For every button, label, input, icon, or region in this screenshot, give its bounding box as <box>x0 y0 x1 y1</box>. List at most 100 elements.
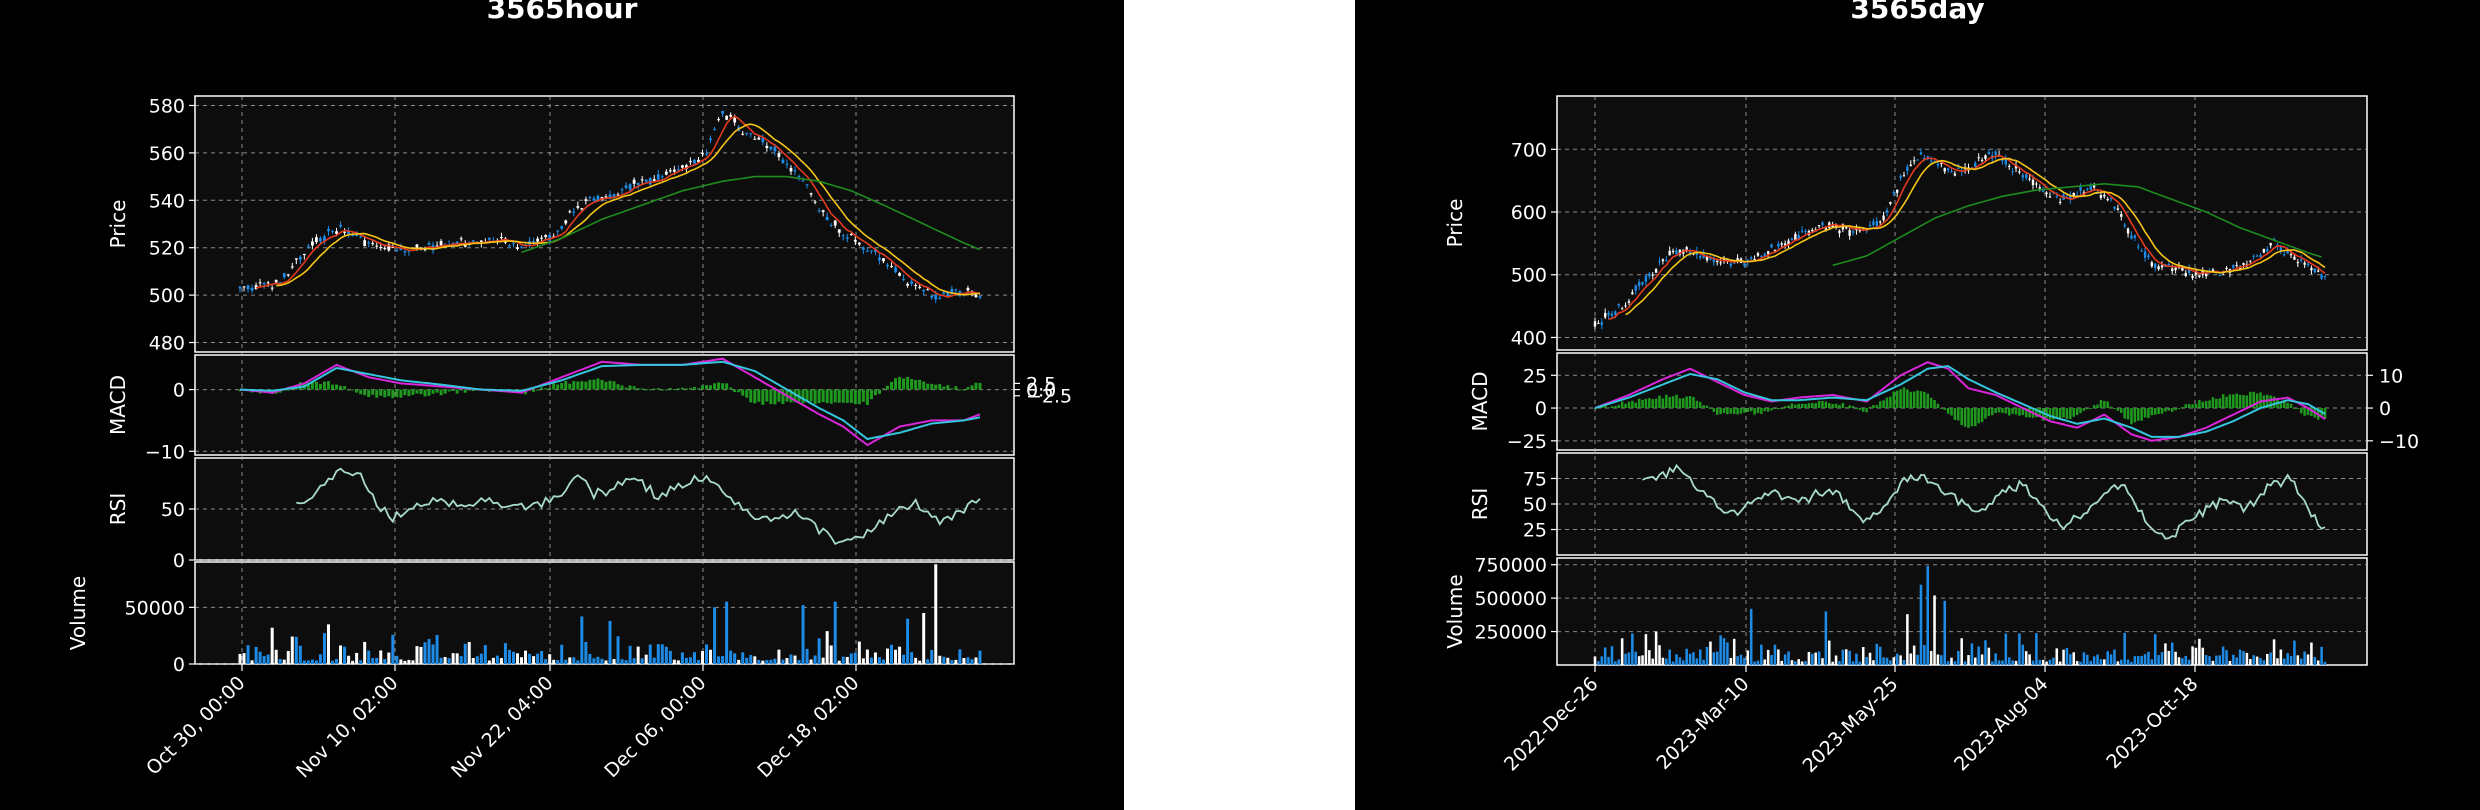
macd-hist-bar <box>890 381 894 390</box>
macd-hist-bar <box>1603 405 1607 409</box>
volume-bar <box>286 651 290 664</box>
macd-hist-bar <box>2255 393 2259 409</box>
candle-body <box>926 289 930 291</box>
volume-bar <box>540 651 544 664</box>
candle-body <box>721 110 725 114</box>
macd-hist-bar <box>552 383 556 390</box>
candle-body <box>568 211 572 213</box>
volume-bar <box>355 652 359 664</box>
volume-bar <box>612 659 616 664</box>
candle-body <box>2296 262 2300 264</box>
volume-bar <box>2028 654 2031 665</box>
candle-body <box>274 279 278 283</box>
macd-hist-bar <box>713 383 717 390</box>
macd-hist-bar <box>391 389 395 399</box>
macd-hist-bar <box>1654 398 1658 409</box>
volume-bar <box>2160 652 2164 665</box>
macd-hist-bar <box>688 387 692 390</box>
volume-bar <box>1923 645 1926 665</box>
volume-bar <box>1940 655 1943 665</box>
volume-bar <box>266 654 270 664</box>
macd-hist-bar <box>616 384 620 390</box>
candle-body <box>789 167 793 172</box>
macd-hist-bar <box>1987 408 1991 417</box>
candle-body <box>652 179 656 181</box>
candle-body <box>861 247 865 250</box>
candle-body <box>238 286 242 289</box>
macd-hist-bar <box>2092 405 2096 409</box>
macd-hist-bar <box>636 388 640 390</box>
candle-body <box>717 119 720 121</box>
volume-bar <box>877 657 881 664</box>
volume-bar <box>624 660 628 664</box>
candle-body <box>395 249 399 251</box>
candle-body <box>865 250 869 252</box>
y-tick-label: 75 <box>1523 469 1547 491</box>
candle-body <box>1936 163 1940 166</box>
volume-bar <box>1780 660 1784 665</box>
candle-body <box>857 242 861 245</box>
candle-body <box>797 175 801 178</box>
volume-bar <box>1909 653 1913 665</box>
macd-hist-bar <box>1838 404 1841 409</box>
volume-bar <box>2048 659 2052 665</box>
macd-hist-bar <box>1844 407 1848 409</box>
volume-bar <box>616 636 620 664</box>
volume-bar <box>1990 661 1994 665</box>
y-tick-label: −10 <box>145 441 185 463</box>
macd-hist-bar <box>1790 403 1794 409</box>
volume-bar <box>415 646 419 664</box>
candle-body <box>906 283 910 286</box>
volume-bar <box>1889 660 1892 665</box>
volume-bar <box>737 659 741 664</box>
pane-vol <box>194 561 1015 665</box>
volume-bar <box>1950 657 1953 665</box>
candle-body <box>2133 235 2137 239</box>
macd-hist-bar <box>2191 404 2194 409</box>
volume-bar <box>443 656 447 664</box>
candle-body <box>435 245 439 247</box>
macd-hist-bar <box>753 389 757 404</box>
candle-body <box>2181 266 2184 271</box>
macd-hist-bar <box>1787 405 1790 409</box>
candle-body <box>938 297 942 299</box>
candle-body <box>508 245 511 247</box>
macd-hist-bar <box>2299 408 2303 414</box>
macd-hist-bar <box>886 385 889 390</box>
volume-bar <box>1997 660 2001 665</box>
macd-hist-bar <box>1940 408 1943 410</box>
macd-hist-bar <box>2167 408 2171 411</box>
macd-hist-bar <box>435 389 439 393</box>
volume-bar <box>684 657 688 664</box>
candle-body <box>2252 255 2255 257</box>
volume-bar <box>926 659 930 664</box>
volume-bar <box>520 657 524 664</box>
candle-body <box>668 170 672 172</box>
candle-body <box>1906 166 1909 171</box>
volume-bar <box>644 654 648 664</box>
macd-hist-bar <box>930 383 934 390</box>
macd-hist-bar <box>2272 396 2276 409</box>
macd-hist-bar <box>1994 408 1997 413</box>
candle-body <box>930 295 934 298</box>
volume-bar <box>680 652 684 664</box>
volume-bar <box>2215 655 2218 665</box>
candle-body <box>705 153 708 155</box>
macd-hist-bar <box>2153 408 2157 415</box>
candle-body <box>331 231 334 233</box>
volume-bar <box>2150 659 2154 665</box>
x-tick-label: 2023-Aug-04 <box>1950 673 2052 775</box>
volume-bar <box>1899 655 1902 665</box>
volume-bar <box>1906 614 1909 665</box>
volume-bar <box>2147 651 2150 665</box>
macd-hist-bar <box>1709 407 1712 409</box>
macd-hist-bar <box>769 389 773 405</box>
candle-body <box>616 194 620 196</box>
candle-body <box>399 248 403 251</box>
candle-body <box>548 235 552 241</box>
macd-hist-bar <box>2011 408 2014 414</box>
y-tick-label: −25 <box>1507 431 1547 453</box>
macd-hist-bar <box>604 381 608 390</box>
macd-hist-bar <box>1648 398 1651 409</box>
macd-hist-bar <box>431 389 435 394</box>
